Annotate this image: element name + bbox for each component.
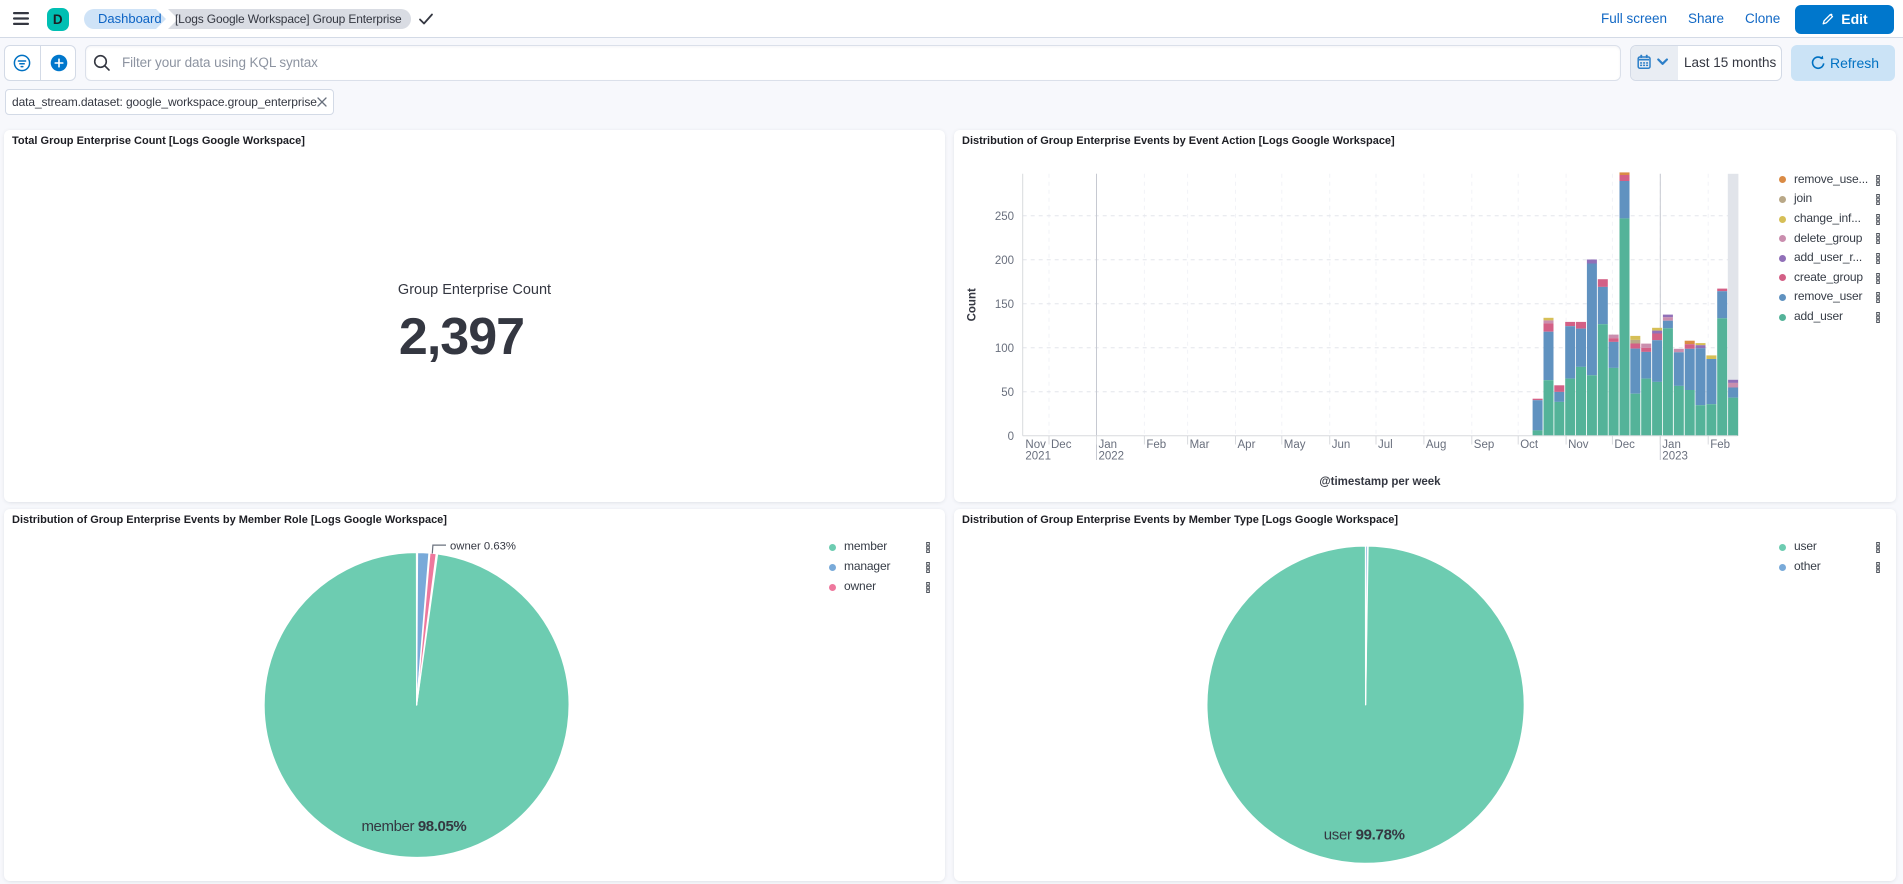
svg-text:Dec: Dec <box>1614 439 1635 451</box>
svg-text:100: 100 <box>995 343 1014 355</box>
svg-text:Nov: Nov <box>1568 439 1589 451</box>
svg-text:Dec: Dec <box>1051 439 1072 451</box>
svg-text:Jun: Jun <box>1332 439 1351 451</box>
svg-text:0: 0 <box>1008 431 1014 443</box>
svg-text:Feb: Feb <box>1146 439 1166 451</box>
svg-text:Sep: Sep <box>1474 439 1494 451</box>
svg-text:250: 250 <box>995 211 1014 223</box>
svg-text:Mar: Mar <box>1190 439 1210 451</box>
svg-text:May: May <box>1284 439 1306 451</box>
svg-text:200: 200 <box>995 255 1014 267</box>
svg-text:owner 0.63%: owner 0.63% <box>450 541 516 553</box>
svg-text:Aug: Aug <box>1426 439 1446 451</box>
svg-text:@timestamp per week: @timestamp per week <box>1319 476 1441 488</box>
svg-text:Jul: Jul <box>1378 439 1393 451</box>
svg-text:user 99.78%: user 99.78% <box>1324 827 1405 844</box>
svg-text:2022: 2022 <box>1099 451 1125 463</box>
svg-text:Count: Count <box>967 288 979 321</box>
svg-text:50: 50 <box>1001 387 1014 399</box>
svg-text:Jan: Jan <box>1662 439 1681 451</box>
svg-text:Nov: Nov <box>1025 439 1046 451</box>
svg-text:Jan: Jan <box>1099 439 1118 451</box>
svg-text:150: 150 <box>995 299 1014 311</box>
svg-text:Oct: Oct <box>1520 439 1539 451</box>
svg-text:member 98.05%: member 98.05% <box>361 818 466 835</box>
svg-text:2021: 2021 <box>1025 451 1051 463</box>
svg-text:Feb: Feb <box>1710 439 1730 451</box>
svg-text:Apr: Apr <box>1238 439 1256 451</box>
svg-text:2023: 2023 <box>1662 451 1688 463</box>
